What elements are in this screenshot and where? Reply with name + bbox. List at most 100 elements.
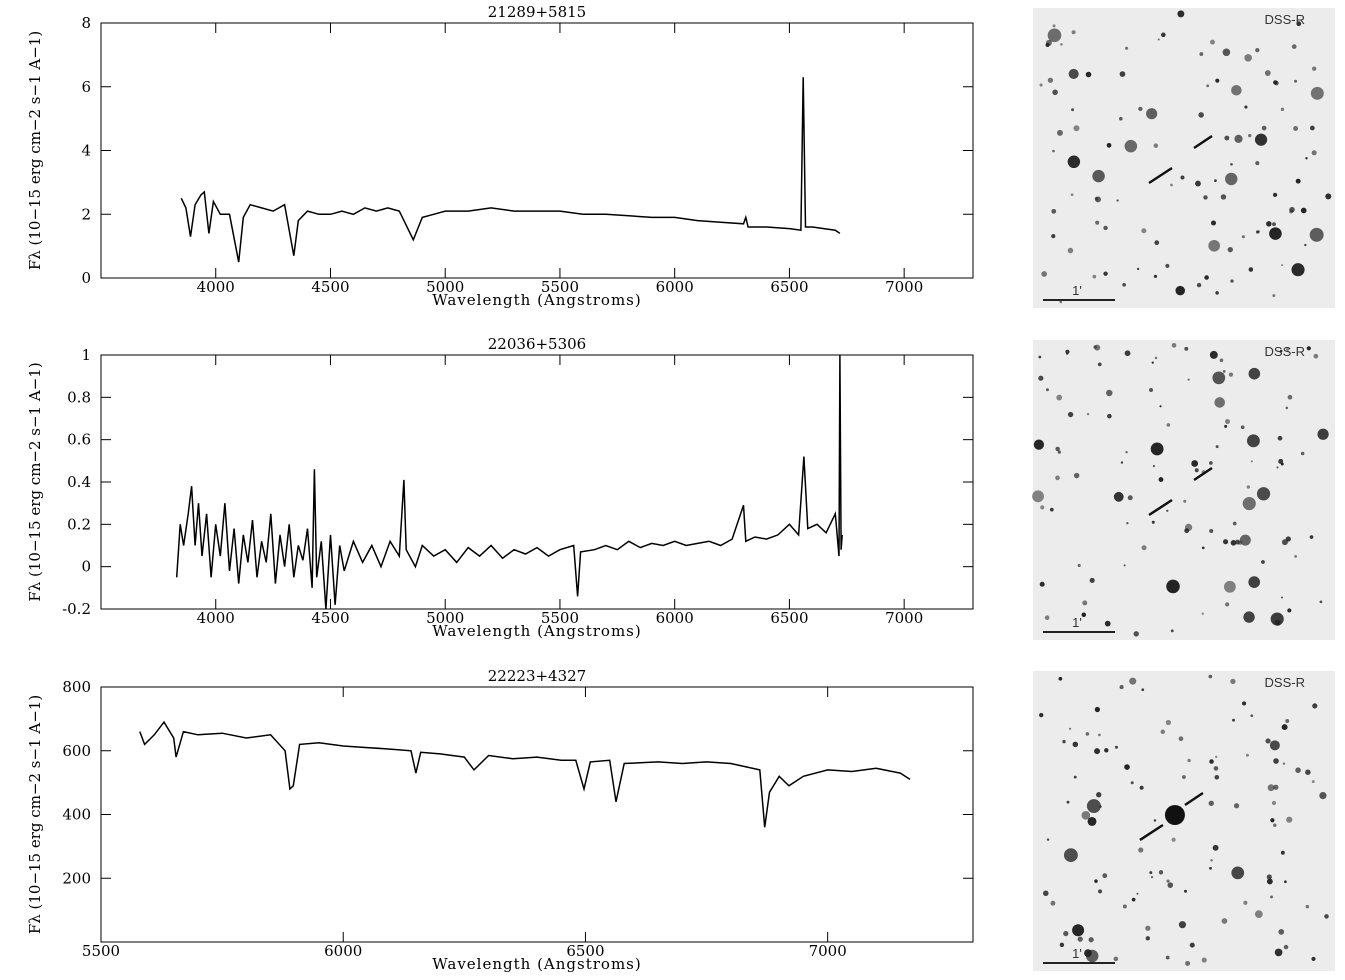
star (1235, 539, 1240, 545)
star (1201, 957, 1207, 963)
star (1265, 738, 1271, 744)
star (1305, 904, 1310, 909)
star (1209, 759, 1214, 764)
star (1052, 24, 1056, 28)
star (1300, 207, 1307, 214)
star (1126, 522, 1129, 525)
star (1063, 848, 1078, 863)
star (1248, 367, 1261, 380)
star (1208, 800, 1214, 806)
star (1281, 264, 1284, 267)
star (1232, 521, 1237, 526)
star (1055, 446, 1060, 452)
star (1160, 729, 1166, 735)
star (1209, 350, 1218, 359)
x-tick-label: 4000 (197, 609, 235, 627)
x-tick-label: 6500 (566, 942, 604, 960)
star (1283, 944, 1289, 950)
star (1222, 48, 1231, 57)
star (1055, 475, 1060, 481)
star (1052, 149, 1055, 153)
star (1270, 895, 1273, 899)
star (1059, 300, 1063, 304)
star (1257, 230, 1260, 233)
y-tick-label: 0 (81, 558, 91, 576)
star (1047, 28, 1062, 43)
star (1073, 472, 1080, 479)
star (1185, 960, 1191, 966)
star (1261, 125, 1267, 131)
star (1165, 263, 1170, 268)
star (1062, 739, 1066, 744)
star (1103, 225, 1108, 231)
star (1222, 539, 1229, 545)
star (1254, 910, 1263, 919)
star (1295, 178, 1301, 184)
star (1151, 520, 1155, 524)
star (1096, 792, 1102, 798)
star (1041, 271, 1047, 277)
y-axis-label: Fλ (10−15 erg cm−2 s−1 A−1) (26, 695, 44, 934)
star (1324, 914, 1329, 919)
star (1057, 450, 1061, 454)
star (1300, 451, 1305, 456)
star (1046, 838, 1050, 841)
star (1178, 921, 1187, 929)
star (1304, 243, 1307, 247)
star (1056, 129, 1063, 136)
star (1198, 112, 1204, 118)
spectrum-panel: 22223+4327 Wavelength (Angstroms) Fλ (10−1… (26, 667, 974, 973)
star (1124, 350, 1131, 357)
star (1125, 46, 1129, 50)
image-label: DSS-R (1265, 12, 1305, 27)
star (1248, 267, 1254, 272)
star (1311, 66, 1317, 71)
star (1270, 818, 1275, 823)
star (1153, 274, 1158, 279)
x-tick-label: 6000 (656, 609, 694, 627)
star (1212, 844, 1219, 851)
y-tick-label: -0.2 (62, 600, 91, 618)
star (1206, 84, 1210, 88)
star (1166, 579, 1180, 594)
spectrum-line (175, 354, 843, 610)
star (1032, 490, 1044, 503)
x-tick-label: 5000 (426, 278, 464, 296)
target-marker (1139, 823, 1164, 842)
star (1085, 732, 1090, 736)
star (1158, 477, 1164, 482)
star (1106, 389, 1113, 397)
star (1154, 356, 1158, 360)
chart-title: 21289+5815 (488, 3, 586, 21)
star (1273, 823, 1277, 827)
star (1051, 208, 1057, 214)
star (1092, 169, 1105, 183)
image-background (1033, 8, 1335, 308)
star (1295, 767, 1301, 773)
star (1286, 347, 1290, 351)
star (1149, 388, 1154, 392)
y-tick-label: 2 (81, 205, 91, 223)
star (1225, 419, 1231, 425)
star (1141, 228, 1147, 234)
star (1039, 712, 1044, 718)
star (1038, 375, 1044, 381)
star (1233, 803, 1240, 809)
star (1116, 199, 1119, 202)
star (1086, 412, 1090, 416)
star (1196, 282, 1202, 288)
x-tick-label: 7000 (885, 609, 923, 627)
star (1102, 873, 1108, 879)
star (1319, 791, 1327, 800)
star (1050, 900, 1056, 906)
star (1231, 84, 1242, 96)
star (1085, 71, 1092, 78)
star (1094, 706, 1100, 713)
star (1157, 38, 1160, 41)
star (1107, 413, 1112, 419)
star (1178, 736, 1184, 742)
star (1094, 748, 1101, 755)
star (1077, 936, 1083, 942)
star (1234, 134, 1243, 143)
star (1104, 620, 1111, 627)
